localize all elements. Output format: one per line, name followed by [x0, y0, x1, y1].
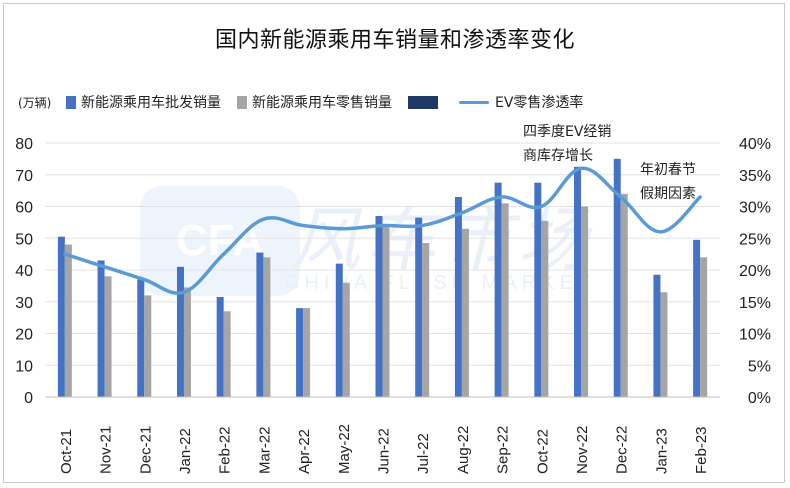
category-label: Apr-22 — [296, 429, 313, 474]
bar-retail — [660, 292, 668, 397]
bar-wholesale — [613, 158, 621, 397]
legend-label-wholesale: 新能源乘用车批发销量 — [81, 95, 221, 111]
bar-retail — [501, 203, 509, 397]
left-tick-label: 60 — [15, 200, 33, 217]
category-label: Jan-22 — [177, 428, 194, 474]
annotation-spring-festival: 年初春节 假期因素 — [640, 158, 696, 206]
bar-retail — [223, 311, 231, 397]
category-label: Jul-22 — [415, 433, 432, 474]
annotation-q4-line1: 四季度EV经销 — [523, 124, 612, 140]
legend-swatch-wholesale — [66, 95, 76, 109]
right-tick-label: 25% — [739, 231, 771, 248]
right-tick-label: 5% — [748, 358, 771, 375]
right-tick-label: 20% — [739, 263, 771, 280]
bar-retail — [422, 243, 430, 397]
legend-swatch-unnamed — [408, 95, 438, 109]
category-label: Oct-21 — [58, 429, 75, 474]
right-tick-label: 0% — [748, 390, 771, 407]
bar-wholesale — [693, 239, 701, 397]
right-tick-label: 40% — [739, 136, 771, 153]
bar-retail — [620, 193, 628, 397]
legend-item-retail: 新能源乘用车零售销量 — [237, 92, 392, 112]
bar-wholesale — [335, 263, 343, 397]
category-label: Sep-22 — [495, 426, 512, 474]
bar-wholesale — [534, 182, 542, 397]
bar-wholesale — [415, 217, 423, 397]
left-tick-label: 40 — [15, 263, 33, 280]
bar-wholesale — [97, 260, 105, 397]
right-tick-label: 35% — [739, 168, 771, 185]
chart-frame — [3, 3, 785, 483]
unit-label: (万辆) — [18, 96, 52, 110]
bar-retail — [144, 295, 152, 397]
legend-item-wholesale: 新能源乘用车批发销量 — [66, 92, 221, 112]
category-label: Aug-22 — [455, 426, 472, 474]
ev-rate-line — [63, 166, 702, 295]
left-tick-label: 80 — [15, 136, 33, 153]
legend-swatch-retail — [237, 95, 247, 109]
left-tick-label: 70 — [15, 168, 33, 185]
category-label: Feb-22 — [217, 426, 234, 474]
bar-retail — [342, 282, 350, 397]
bar-retail — [541, 220, 549, 397]
bar-wholesale — [216, 296, 224, 397]
category-label: Dec-22 — [614, 426, 631, 474]
category-label: Feb-23 — [693, 426, 710, 474]
bar-wholesale — [296, 308, 304, 397]
chart-title: 国内新能源乘用车销量和渗透率变化 — [214, 28, 575, 53]
bar-wholesale — [574, 166, 582, 397]
legend: 新能源乘用车批发销量 新能源乘用车零售销量 EV零售渗透率 — [66, 92, 599, 112]
right-tick-label: 10% — [739, 327, 771, 344]
category-label: Dec-21 — [137, 426, 154, 474]
bar-wholesale — [375, 216, 383, 397]
left-tick-label: 10 — [15, 358, 33, 375]
bar-retail — [263, 257, 271, 397]
bar-retail — [581, 206, 589, 397]
bar-retail — [382, 227, 390, 397]
bar-retail — [700, 257, 708, 397]
annotation-q4-inventory: 四季度EV经销 商库存增长 — [523, 120, 611, 168]
category-label: Jan-23 — [653, 428, 670, 474]
left-tick-label: 50 — [15, 231, 33, 248]
category-label: May-22 — [336, 424, 353, 474]
legend-label-retail: 新能源乘用车零售销量 — [252, 95, 392, 111]
legend-item-ev-rate: EV零售渗透率 — [459, 92, 583, 112]
category-label: Oct-22 — [534, 429, 551, 474]
legend-item-unnamed — [408, 95, 443, 109]
right-tick-label: 30% — [739, 200, 771, 217]
bar-wholesale — [176, 266, 184, 397]
left-tick-label: 30 — [15, 295, 33, 312]
bar-retail — [104, 276, 112, 397]
bar-retail — [64, 244, 72, 397]
bar-wholesale — [494, 182, 502, 397]
annotation-sf-line1: 年初春节 — [640, 162, 696, 178]
annotation-sf-line2: 假期因素 — [640, 186, 696, 202]
category-label: Nov-22 — [574, 426, 591, 474]
bar-retail — [461, 228, 469, 397]
bar-wholesale — [57, 236, 65, 397]
bar-wholesale — [137, 279, 145, 397]
category-label: Mar-22 — [256, 426, 273, 474]
left-tick-label: 0 — [24, 390, 33, 407]
bar-wholesale — [454, 196, 462, 397]
bar-retail — [183, 287, 191, 397]
legend-line-ev-rate — [459, 100, 489, 104]
bar-retail — [303, 308, 311, 397]
bar-wholesale — [256, 252, 264, 397]
left-tick-label: 20 — [15, 327, 33, 344]
bar-wholesale — [653, 274, 661, 397]
category-label: Nov-21 — [98, 426, 115, 474]
annotation-q4-line2: 商库存增长 — [523, 148, 593, 164]
right-tick-label: 15% — [739, 295, 771, 312]
legend-label-ev-rate: EV零售渗透率 — [495, 95, 584, 111]
category-label: Jun-22 — [376, 428, 393, 474]
